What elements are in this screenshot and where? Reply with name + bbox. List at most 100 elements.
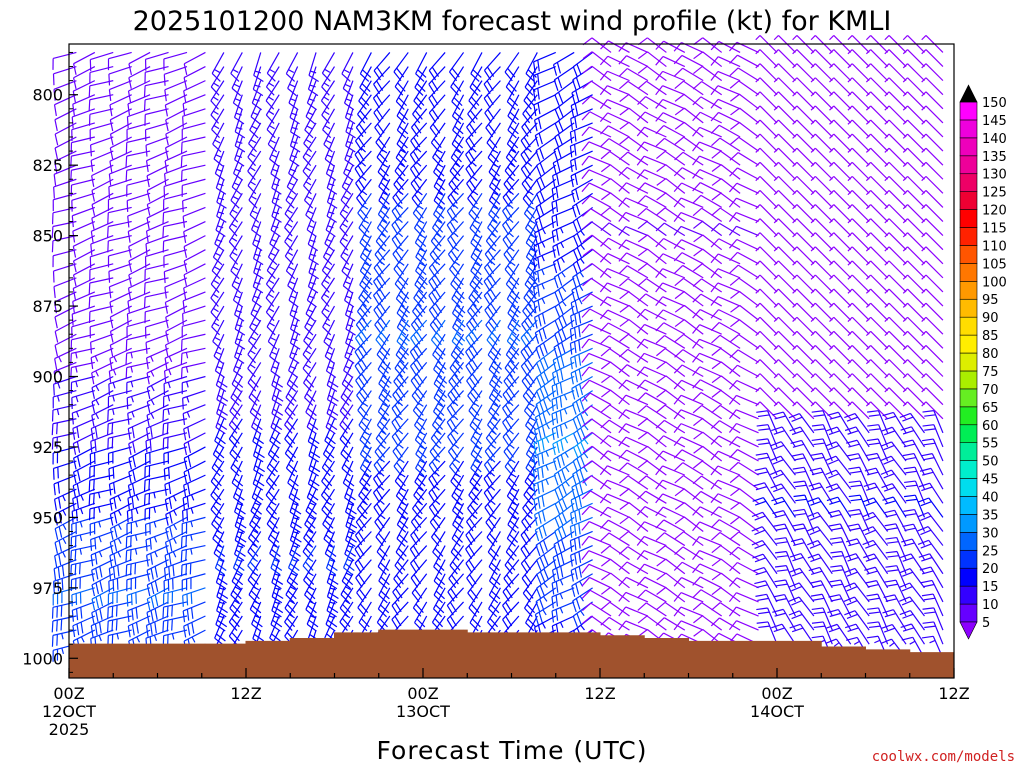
wind-barb-feather (90, 539, 93, 551)
wind-barb-feather (213, 519, 223, 529)
wind-barb-half-feather (214, 139, 221, 144)
wind-barb-feather (391, 436, 399, 447)
wind-barb (394, 263, 409, 293)
wind-barb-shaft (145, 263, 169, 271)
wind-barb-shaft (551, 178, 575, 190)
wind-barb (126, 178, 151, 197)
wind-barb-shaft (248, 122, 262, 144)
wind-barb (285, 573, 299, 604)
wind-barb-half-feather (307, 557, 314, 562)
wind-barb-shaft (181, 164, 206, 172)
wind-barb (252, 263, 264, 294)
wind-barb-shaft (147, 390, 169, 403)
wind-barb-feather (271, 398, 283, 407)
wind-barb-shaft (53, 178, 77, 188)
wind-barb-half-feather (364, 459, 371, 464)
wind-barb-feather (526, 209, 535, 219)
wind-barb-feather (377, 447, 386, 458)
wind-barb-feather (128, 260, 133, 273)
wind-barb (535, 390, 557, 416)
wind-barb-feather (109, 528, 114, 540)
wind-barb-shaft (446, 601, 465, 620)
wind-barb-half-feather (528, 487, 535, 492)
wind-barb (339, 601, 354, 631)
wind-barb-feather (72, 288, 76, 300)
wind-barb-feather (166, 620, 169, 632)
wind-barb-feather (345, 511, 356, 519)
wind-barb-feather (128, 471, 132, 484)
wind-barb-shaft (325, 404, 336, 428)
wind-barb-half-feather (527, 500, 534, 506)
wind-barb-feather (433, 566, 443, 575)
wind-barb-feather (484, 112, 492, 123)
wind-barb-feather (486, 489, 494, 500)
wind-barb-feather (113, 553, 117, 566)
wind-barb (289, 319, 301, 350)
wind-barb-feather (433, 237, 442, 247)
wind-barb-shaft (109, 474, 132, 485)
wind-barb-feather (470, 209, 480, 219)
wind-barb (505, 66, 520, 96)
wind-barb-feather (127, 103, 131, 116)
wind-barb-half-feather (173, 537, 177, 544)
wind-barb-half-feather (254, 253, 261, 257)
wind-barb (180, 347, 206, 365)
wind-barb-feather (361, 238, 371, 247)
wind-barb-half-feather (306, 125, 313, 130)
wind-barb-feather (165, 528, 169, 540)
wind-barb-feather (266, 523, 276, 533)
wind-barb-feather (183, 63, 188, 75)
wind-barb-half-feather (418, 402, 424, 407)
wind-barb-feather (554, 94, 560, 106)
wind-barb (469, 460, 483, 491)
wind-barb-feather (428, 492, 436, 503)
wind-barb (285, 249, 299, 280)
wind-barb-feather (472, 266, 482, 276)
wind-barb-feather (535, 545, 541, 557)
wind-barb (52, 390, 77, 409)
wind-barb-feather (95, 596, 100, 609)
wind-barb-feather (524, 284, 534, 294)
wind-barb-feather (109, 555, 113, 567)
wind-barb-feather (72, 274, 77, 287)
wind-barb-feather (344, 159, 355, 167)
wind-barb (358, 277, 372, 308)
wind-barb-half-feather (348, 531, 355, 535)
wind-barb (378, 178, 391, 209)
wind-barb-feather (377, 608, 387, 618)
wind-barb-feather (556, 259, 562, 271)
wind-barb-feather (465, 351, 473, 362)
wind-barb-half-feather (288, 182, 295, 186)
wind-barb (284, 418, 299, 448)
wind-barb-half-feather (418, 417, 425, 422)
wind-barb (146, 164, 169, 188)
wind-barb-feather (339, 410, 349, 420)
wind-barb-feather (523, 559, 532, 571)
wind-barb-feather (552, 261, 558, 274)
wind-barb-shaft (127, 291, 151, 302)
wind-barb (533, 446, 556, 468)
wind-barb (265, 94, 280, 124)
wind-barb-feather (437, 375, 448, 384)
wind-barb (483, 474, 501, 503)
wind-barb (128, 51, 151, 75)
wind-barb (126, 587, 151, 607)
wind-barb-shaft (73, 66, 96, 79)
wind-barb (355, 164, 372, 194)
wind-barb-half-feather (323, 293, 330, 299)
wind-barb-shaft (250, 94, 262, 117)
wind-barb-feather (250, 575, 259, 585)
wind-barb-half-feather (233, 83, 240, 88)
wind-barb-shaft (181, 347, 206, 354)
wind-barb-feather (88, 494, 91, 506)
wind-barb (128, 460, 151, 484)
wind-barb-feather (269, 440, 280, 449)
wind-barb-feather (231, 449, 241, 459)
wind-barb-feather (271, 610, 282, 618)
wind-barb-feather (51, 620, 54, 633)
wind-barb-half-feather (219, 601, 226, 605)
wind-barb-feather (113, 482, 116, 494)
wind-barb-feather (109, 316, 114, 329)
wind-barb (164, 545, 188, 567)
wind-barb-feather (127, 413, 130, 425)
